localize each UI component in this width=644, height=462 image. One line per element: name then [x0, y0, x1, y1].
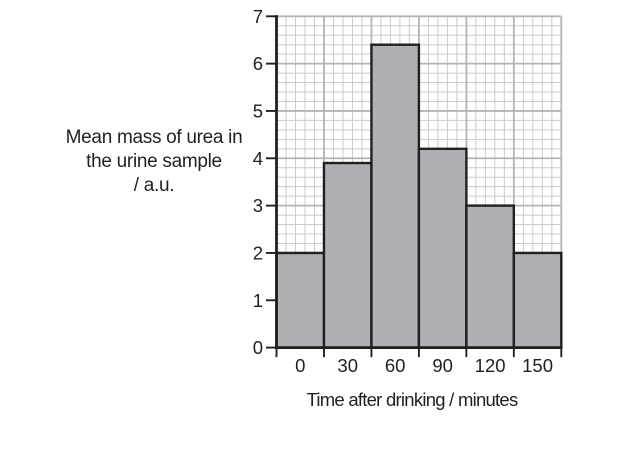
- y-tick-label-0: 0: [253, 337, 263, 358]
- x-axis-title: Time after drinking / minutes: [306, 389, 519, 410]
- y-tick-label-1: 1: [253, 290, 263, 311]
- x-tick-label-90: 90: [432, 355, 453, 376]
- y-tick-label-7: 7: [253, 6, 263, 27]
- x-tick-label-0: 0: [295, 355, 305, 376]
- axes: [266, 15, 563, 358]
- y-tick-label-5: 5: [253, 101, 263, 122]
- y-tick-label-2: 2: [253, 243, 263, 264]
- bar-150: [512, 251, 563, 349]
- x-tick-label-150: 150: [522, 355, 553, 376]
- y-axis-title-line-1: Mean mass of urea in: [65, 127, 243, 148]
- y-tick-label-6: 6: [253, 53, 263, 74]
- bar-0: [275, 251, 326, 349]
- tick-labels: 0 1 2 3 4 5 6 7 0 30 60 90 120 150: [253, 6, 553, 376]
- x-tick-label-120: 120: [475, 355, 506, 376]
- bar-90: [417, 147, 468, 349]
- bar-30: [322, 161, 373, 349]
- y-tick-label-4: 4: [253, 148, 263, 169]
- y-axis-title-line-3: / a.u.: [133, 175, 175, 196]
- x-tick-label-30: 30: [337, 355, 358, 376]
- y-tick-label-3: 3: [253, 195, 263, 216]
- x-tick-label-60: 60: [385, 355, 406, 376]
- y-axis-title-line-2: the urine sample: [86, 151, 222, 172]
- bar-60: [370, 43, 421, 349]
- y-axis-title: Mean mass of urea in the urine sample / …: [34, 126, 274, 198]
- bar-120: [465, 204, 516, 349]
